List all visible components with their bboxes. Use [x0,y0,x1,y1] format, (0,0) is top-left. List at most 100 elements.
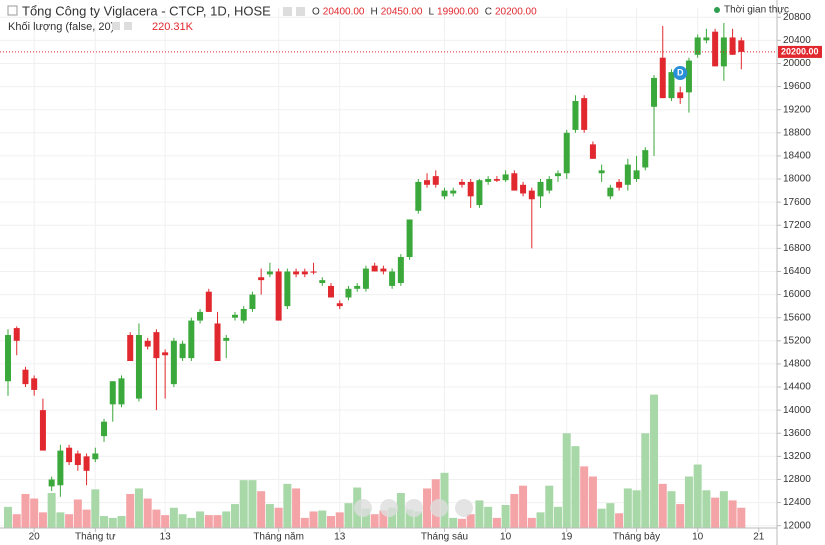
status: Thời gian thực [724,5,789,16]
volume-bar [702,490,711,528]
candle-body [266,271,273,275]
candle-body [328,285,335,298]
y-tick-label: 12800 [783,474,811,485]
volume-bar [12,514,21,528]
volume-bar [126,493,135,528]
volume-bar [475,500,484,528]
volume-bar [484,506,493,528]
y-tick-label: 13600 [783,428,811,439]
ohlc-value: 19900.00 [437,7,479,18]
y-tick-label: 16400 [783,266,811,277]
candle-body [319,280,326,284]
candle-body [659,57,666,99]
settings-icon[interactable] [283,7,292,16]
y-tick-label: 18400 [783,151,811,162]
x-tick-label: 21 [753,532,765,543]
candle-body [485,179,492,182]
candle-body [677,92,684,99]
hide-icon[interactable] [296,7,305,16]
candle-body [729,37,736,55]
volume-bar [169,507,178,528]
x-tick-label: 10 [500,532,512,543]
candle-body [738,40,745,52]
volume-bar [327,516,336,528]
navigation [354,499,473,517]
candle-body [214,323,221,362]
volume-bar [143,498,152,528]
settings-icon[interactable] [112,22,120,30]
volume-bar [21,493,30,528]
volume-bar [457,518,466,528]
candle-body [275,271,282,321]
volume-bar [650,394,659,528]
volume-bar [623,488,632,528]
candle-body [101,421,108,437]
candle-body [642,150,649,168]
candle-body [188,320,195,359]
hide-icon[interactable] [124,22,132,30]
candle-body [502,174,509,181]
volume-last: 220.31K [152,21,194,33]
candle-body [39,410,46,451]
volume-bar [632,490,641,528]
candle-body [5,335,11,382]
candle-body [703,37,710,41]
volume-bar [274,507,283,528]
x-tick-label: Tháng bảy [613,532,660,543]
volume-bar [545,485,554,528]
candle-body [520,184,527,194]
candle-body [162,352,169,356]
scroll-left-button[interactable] [354,499,372,517]
price-label: 20200.00 [781,46,819,56]
volume-bar [283,483,292,528]
candle-body [362,268,369,289]
collapse-icon[interactable] [7,5,18,16]
volume-bar [265,504,274,528]
event-marker-label: D [677,67,684,77]
candle-body [223,337,230,341]
candle-body [310,271,317,273]
volume-bar [510,493,519,528]
volume-bar [196,511,205,528]
candle-body [231,314,238,318]
reset-button[interactable] [405,499,423,517]
candle-body [528,190,535,200]
candle-body [31,378,38,390]
candle-body [258,277,265,281]
volume-bar [492,517,501,528]
candle-body [467,181,474,197]
volume-bar [379,510,388,528]
volume-bar [344,503,353,528]
volume-bar [588,476,597,528]
volume-bar [606,503,615,528]
volume-bar [187,517,196,528]
candle-body [598,170,605,174]
y-tick-label: 14000 [783,405,811,416]
candle-body [240,309,247,321]
volume-bar [47,493,56,528]
volume-bar [519,485,528,528]
zoom-in-button[interactable] [430,499,448,517]
y-tick-label: 15600 [783,312,811,323]
volume-bar [615,513,624,528]
chart-title: Tổng Công ty Viglacera - CTCP, 1D, HOSE [22,3,271,18]
candle-body [48,479,55,487]
x-tick-label: 20 [29,532,41,543]
candle-body [109,381,116,405]
scroll-right-button[interactable] [455,499,473,517]
zoom-out-button[interactable] [380,499,398,517]
event-marker [673,66,688,80]
volume-bar [388,507,397,528]
ohlc-value: 20450.00 [381,7,423,18]
volume-bar [91,489,100,528]
volume-bar [108,517,117,528]
y-tick-label: 20800 [783,12,811,23]
ohlc-letter: C [485,7,492,18]
candle-body [92,453,99,460]
candle-body [493,179,500,181]
volume-bar [370,514,379,528]
y-tick-label: 14400 [783,382,811,393]
volume-bar [257,491,266,528]
candle-body [397,257,404,284]
volume-bar [292,488,301,528]
